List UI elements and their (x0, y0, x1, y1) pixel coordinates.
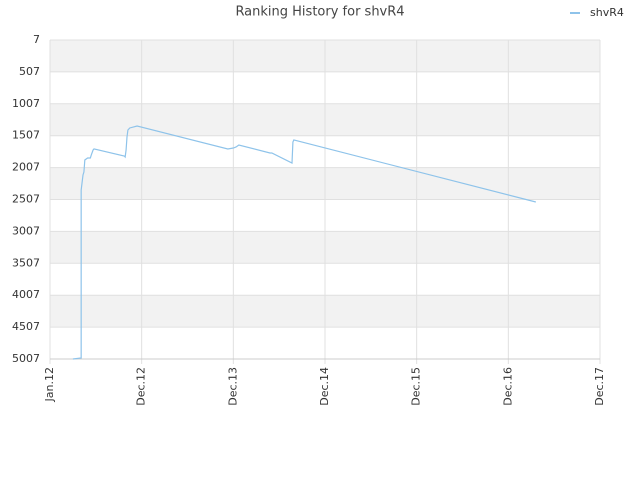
x-tick-label: Dec.16 (501, 367, 514, 406)
y-tick-label: 4007 (12, 288, 40, 301)
y-tick-label: 2007 (12, 161, 40, 174)
x-tick-label: Dec.13 (226, 367, 239, 406)
y-tick-label: 3007 (12, 224, 40, 237)
x-tick-label: Jan.12 (43, 367, 56, 402)
x-tick-label: Dec.12 (135, 367, 148, 406)
y-tick-label: 7 (33, 33, 40, 46)
y-tick-label: 4507 (12, 320, 40, 333)
y-tick-label: 3507 (12, 256, 40, 269)
y-tick-label: 507 (19, 65, 40, 78)
y-tick-label: 5007 (12, 352, 40, 365)
y-tick-label: 2507 (12, 193, 40, 206)
line-series (72, 125, 536, 360)
chart-title: Ranking History for shvR4 (235, 5, 404, 20)
y-tick-label: 1507 (12, 129, 40, 142)
legend-label: shvR4 (590, 6, 624, 19)
x-tick-label: Dec.17 (593, 367, 606, 406)
y-tick-label: 1007 (12, 97, 40, 110)
x-tick-label: Dec.15 (410, 367, 423, 406)
x-tick-label: Dec.14 (318, 367, 331, 406)
